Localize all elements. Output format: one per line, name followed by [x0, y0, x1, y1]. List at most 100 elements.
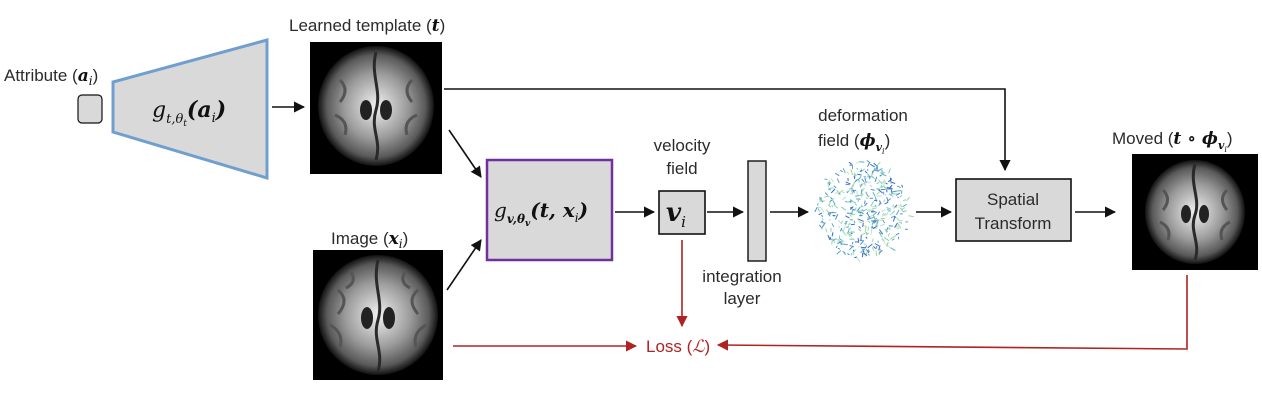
deformation-vector: [892, 216, 896, 222]
deformation-vector: [866, 196, 868, 200]
deformation-vector: [875, 219, 879, 226]
deformation-vector: [849, 193, 853, 195]
deformation-vector: [867, 213, 871, 219]
deformation-vector: [836, 250, 842, 255]
deformation-vector: [857, 237, 860, 243]
deformation-vector: [837, 219, 842, 224]
deformation-vector: [853, 173, 857, 176]
deformation-vector: [895, 232, 900, 236]
deformation-vector: [889, 237, 893, 240]
deformation-vector: [821, 222, 826, 228]
deformation-vector: [862, 222, 864, 227]
deformation-vector: [879, 248, 881, 251]
registration-generator-label: gv,θv(t, xi): [494, 198, 588, 229]
deformation-vector: [890, 247, 896, 251]
deformation-vector: [873, 215, 877, 222]
deformation-vector: [858, 218, 864, 222]
deformation-vector: [835, 238, 841, 242]
deformation-vector: [867, 226, 870, 231]
deformation-vector: [888, 193, 894, 197]
deformation-vector: [856, 167, 859, 170]
deformation-vector: [861, 247, 864, 250]
deformation-vector: [861, 187, 865, 193]
deformation-vector: [836, 189, 840, 194]
deformation-vector: [824, 192, 828, 196]
deformation-vector: [872, 243, 874, 246]
deformation-vector: [820, 221, 825, 224]
deformation-vector: [865, 174, 869, 179]
moved-image: [1132, 154, 1258, 270]
deformation-vector: [842, 250, 846, 255]
deformation-vector: [848, 227, 852, 232]
deformation-vector: [849, 213, 852, 217]
deformation-vector: [842, 225, 846, 232]
deformation-vector: [814, 207, 818, 213]
input-image: [313, 250, 443, 380]
deformation-vector: [881, 209, 885, 213]
deformation-vector: [891, 210, 896, 215]
deformation-vector: [835, 172, 840, 177]
deformation-vector: [886, 207, 892, 210]
deformation-vector: [864, 170, 868, 174]
deformation-vector: [837, 240, 842, 245]
deformation-vector: [854, 179, 858, 182]
deformation-vector: [837, 247, 841, 250]
deformation-vector: [879, 200, 882, 205]
deformation-vector: [887, 178, 893, 183]
deformation-vector: [895, 209, 900, 215]
deformation-vector: [882, 219, 886, 224]
deformation-vector: [848, 200, 853, 203]
deformation-vector: [842, 168, 846, 174]
deformation-vector: [853, 220, 856, 224]
deformation-field-image: [813, 157, 914, 263]
deformation-vector: [831, 205, 834, 208]
deformation-vector: [881, 239, 885, 242]
deformation-vector: [860, 246, 867, 249]
deformation-vector: [827, 213, 831, 216]
deformation-vector: [902, 203, 907, 208]
deformation-vector: [865, 191, 869, 197]
deformation-vector: [870, 225, 874, 229]
deformation-vector: [851, 189, 854, 195]
deformation-vector: [858, 226, 862, 229]
deformation-vector: [892, 206, 898, 209]
deformation-vector: [842, 196, 847, 201]
deformation-vector: [850, 183, 854, 190]
deformation-vector: [820, 207, 825, 213]
deformation-vector: [827, 211, 834, 214]
deformation-vector: [882, 213, 885, 216]
deformation-vector: [828, 218, 832, 221]
integration-layer-label-line2: layer: [724, 289, 761, 308]
deformation-vector: [888, 227, 891, 230]
deformation-vector: [868, 209, 872, 211]
deformation-vector: [861, 211, 864, 215]
velocity-field-label-line2: field: [666, 159, 697, 178]
deformation-vector: [833, 204, 839, 209]
deformation-vector: [840, 169, 843, 173]
deformation-vector: [859, 169, 863, 173]
attribute-box: [77, 94, 103, 124]
deformation-vector: [880, 173, 887, 177]
deformation-vector: [880, 223, 885, 227]
deformation-vector: [878, 245, 881, 251]
deformation-vector: [864, 226, 867, 233]
deformation-vector: [885, 243, 889, 247]
deformation-vector: [864, 202, 868, 207]
deformation-vector: [874, 196, 878, 202]
deformation-vector: [846, 226, 850, 228]
registration-generator-box: [485, 158, 614, 262]
deformation-vector: [870, 228, 873, 235]
deformation-vector: [838, 193, 842, 196]
deformation-vector: [827, 182, 830, 188]
deformation-vector: [828, 179, 832, 185]
deformation-vector: [870, 210, 874, 213]
deformation-vector: [854, 256, 857, 259]
deformation-vector: [836, 178, 840, 184]
deformation-vector: [886, 186, 891, 189]
deformation-vector: [830, 188, 836, 194]
deformation-vector: [827, 234, 831, 241]
deformation-vector: [839, 189, 844, 194]
deformation-vector: [839, 241, 843, 245]
deformation-vector: [866, 161, 871, 168]
deformation-vector: [878, 189, 884, 194]
